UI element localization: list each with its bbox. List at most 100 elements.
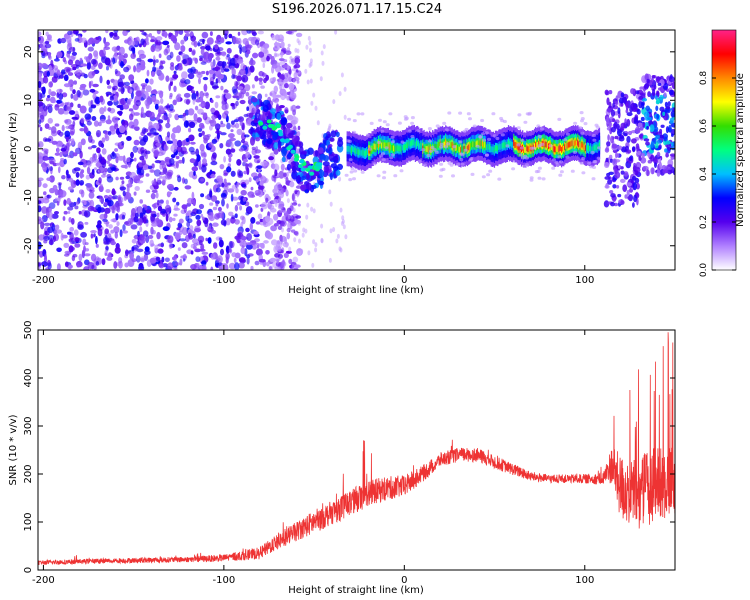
noise-cell [208, 215, 215, 222]
noise-cell [230, 193, 234, 202]
noise-cell [242, 122, 246, 131]
noise-cell [211, 154, 217, 162]
halo-cell [469, 157, 474, 161]
halo-cell [581, 171, 586, 175]
noise-cell [84, 113, 92, 120]
halo-cell [536, 124, 541, 128]
noise-cell [191, 238, 199, 244]
noise-cell [225, 93, 232, 100]
noise-cell [67, 206, 74, 211]
end-scatter-cell [616, 185, 620, 189]
band-cell [407, 142, 409, 149]
noise-cell [156, 231, 161, 240]
noise-cell [273, 85, 278, 93]
noise-cell [89, 88, 96, 93]
halo-cell [344, 173, 349, 177]
noise-cell [145, 173, 150, 177]
noise-cell [90, 80, 94, 86]
noise-cell [132, 145, 139, 153]
band-cell [419, 143, 421, 150]
noise-cell [101, 161, 107, 169]
noise-cell [233, 257, 237, 263]
halo-cell [399, 169, 404, 173]
noise-cell [39, 105, 43, 113]
noise-cell [51, 130, 58, 137]
transition-cell [292, 165, 297, 174]
noise-cell [255, 248, 263, 256]
halo-cell [552, 158, 556, 162]
noise-cell [161, 115, 167, 121]
noise-cell [188, 47, 193, 53]
noise-cell [111, 85, 118, 91]
end-scatter-cell [656, 151, 661, 158]
noise-cell [202, 76, 209, 81]
end-scatter-cell [634, 126, 641, 134]
end-scatter-cell [610, 135, 614, 144]
band-cell [378, 142, 380, 148]
noise-cell [63, 199, 67, 207]
halo-cell [397, 121, 402, 125]
noise-cell [238, 116, 244, 123]
noise-cell [201, 152, 207, 158]
noise-cell [147, 234, 154, 239]
noise-cell [258, 51, 265, 58]
band-cell [463, 145, 465, 152]
noise-cell [180, 45, 186, 53]
band-cell [490, 146, 492, 152]
band-cell [368, 147, 370, 154]
transition-cell [329, 137, 335, 142]
noise-cell [293, 237, 297, 243]
noise-cell [265, 261, 270, 267]
end-scatter-cell [653, 84, 657, 90]
noise-cell [114, 123, 119, 130]
noise-cell [51, 76, 58, 83]
noise-cell [141, 31, 147, 36]
transition-cell [280, 117, 288, 126]
noise-cell [88, 191, 95, 199]
noise-cell [230, 142, 234, 149]
noise-cell [321, 60, 325, 66]
halo-cell [385, 123, 390, 127]
band-cell [485, 142, 487, 149]
noise-cell [263, 240, 269, 244]
band-cell [350, 147, 353, 154]
noise-cell [157, 90, 164, 95]
band-cell [480, 140, 483, 147]
noise-cell [138, 136, 142, 140]
end-scatter-cell [647, 159, 652, 164]
halo-cell [438, 174, 443, 178]
noise-cell [279, 220, 285, 227]
halo-cell [458, 140, 463, 144]
noise-cell [212, 222, 219, 227]
noise-cell [81, 249, 85, 258]
noise-cell [54, 188, 59, 196]
noise-cell [83, 253, 91, 257]
noise-cell [203, 137, 208, 144]
noise-cell [290, 177, 294, 183]
noise-cell [136, 180, 144, 184]
noise-cell [140, 83, 148, 87]
end-scatter-cell [604, 147, 610, 153]
halo-cell [384, 146, 389, 150]
noise-cell [63, 210, 68, 215]
noise-cell [47, 95, 51, 98]
noise-cell [40, 86, 44, 92]
noise-cell [201, 216, 205, 221]
halo-cell [592, 165, 597, 169]
noise-cell [246, 167, 250, 176]
noise-cell [225, 142, 230, 147]
halo-cell [520, 138, 525, 142]
halo-cell [429, 149, 433, 153]
noise-cell [79, 105, 87, 114]
noise-cell [117, 142, 122, 146]
band-cell [423, 144, 425, 151]
noise-cell [126, 98, 131, 106]
noise-cell [170, 132, 176, 140]
end-scatter-cell [637, 122, 643, 127]
noise-cell [136, 255, 141, 263]
halo-cell [458, 111, 463, 115]
noise-cell [68, 110, 76, 115]
noise-cell [344, 234, 348, 240]
noise-cell [193, 113, 198, 121]
noise-cell [228, 211, 234, 217]
